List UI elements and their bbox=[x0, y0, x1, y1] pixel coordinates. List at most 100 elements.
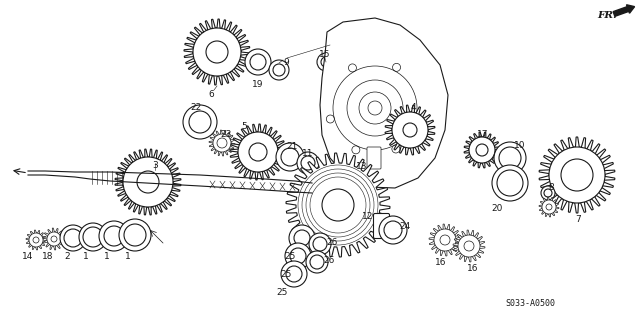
Text: 20: 20 bbox=[492, 204, 502, 213]
Circle shape bbox=[290, 248, 306, 264]
Circle shape bbox=[238, 132, 278, 172]
Circle shape bbox=[301, 156, 315, 170]
Text: 17: 17 bbox=[477, 130, 489, 139]
Circle shape bbox=[217, 138, 227, 148]
Circle shape bbox=[541, 186, 555, 200]
Text: FR.: FR. bbox=[597, 11, 616, 19]
Text: 16: 16 bbox=[435, 258, 447, 267]
Text: 3: 3 bbox=[152, 161, 158, 170]
Circle shape bbox=[469, 137, 495, 163]
Circle shape bbox=[47, 232, 61, 246]
Text: 9: 9 bbox=[283, 58, 289, 67]
Circle shape bbox=[297, 152, 319, 174]
Text: 19: 19 bbox=[252, 80, 264, 89]
Circle shape bbox=[79, 223, 107, 251]
Circle shape bbox=[476, 144, 488, 156]
Text: 21: 21 bbox=[286, 142, 298, 151]
Circle shape bbox=[464, 241, 474, 251]
Text: 18: 18 bbox=[42, 252, 54, 261]
Circle shape bbox=[33, 237, 39, 243]
Circle shape bbox=[403, 123, 417, 137]
Circle shape bbox=[29, 233, 43, 247]
Text: 5: 5 bbox=[241, 122, 247, 131]
FancyBboxPatch shape bbox=[367, 147, 381, 169]
Polygon shape bbox=[286, 153, 390, 257]
Text: 12: 12 bbox=[362, 212, 374, 221]
Circle shape bbox=[440, 235, 450, 245]
Circle shape bbox=[193, 28, 241, 76]
Polygon shape bbox=[429, 224, 461, 256]
Circle shape bbox=[322, 189, 354, 221]
Polygon shape bbox=[230, 124, 286, 180]
Polygon shape bbox=[453, 230, 485, 262]
Circle shape bbox=[124, 224, 146, 246]
Text: 4: 4 bbox=[410, 103, 416, 112]
Circle shape bbox=[83, 227, 103, 247]
Circle shape bbox=[213, 134, 231, 152]
Circle shape bbox=[434, 229, 456, 251]
Circle shape bbox=[542, 200, 556, 214]
Circle shape bbox=[51, 236, 57, 242]
Text: 25: 25 bbox=[280, 270, 292, 279]
Circle shape bbox=[544, 189, 552, 197]
Circle shape bbox=[546, 204, 552, 210]
Circle shape bbox=[285, 243, 311, 269]
Polygon shape bbox=[539, 197, 559, 217]
Circle shape bbox=[458, 235, 480, 257]
Circle shape bbox=[183, 105, 217, 139]
Circle shape bbox=[189, 111, 211, 133]
Text: 25: 25 bbox=[276, 288, 288, 297]
Circle shape bbox=[289, 225, 315, 251]
Polygon shape bbox=[385, 105, 435, 155]
Text: 1: 1 bbox=[83, 252, 89, 261]
Circle shape bbox=[137, 171, 159, 193]
Circle shape bbox=[250, 54, 266, 70]
Circle shape bbox=[60, 225, 86, 251]
Text: 24: 24 bbox=[399, 222, 411, 231]
Circle shape bbox=[306, 251, 328, 273]
Text: 26: 26 bbox=[326, 238, 338, 247]
FancyBboxPatch shape bbox=[374, 213, 390, 239]
Text: 14: 14 bbox=[22, 252, 34, 261]
Text: 10: 10 bbox=[515, 141, 525, 150]
Text: 1: 1 bbox=[104, 252, 110, 261]
Text: 1: 1 bbox=[125, 252, 131, 261]
Circle shape bbox=[321, 57, 331, 67]
Circle shape bbox=[269, 60, 289, 80]
Polygon shape bbox=[26, 230, 46, 250]
Circle shape bbox=[281, 261, 307, 287]
Circle shape bbox=[104, 226, 124, 246]
Text: 16: 16 bbox=[467, 264, 479, 273]
Text: 15: 15 bbox=[319, 50, 331, 59]
Circle shape bbox=[245, 49, 271, 75]
Text: 26: 26 bbox=[323, 256, 335, 265]
Circle shape bbox=[294, 230, 310, 246]
Circle shape bbox=[494, 142, 526, 174]
Circle shape bbox=[313, 237, 327, 251]
Text: 23: 23 bbox=[220, 130, 232, 139]
Text: 22: 22 bbox=[190, 103, 202, 112]
Text: S033-A0500: S033-A0500 bbox=[505, 299, 555, 308]
Circle shape bbox=[561, 159, 593, 191]
Circle shape bbox=[392, 112, 428, 148]
Circle shape bbox=[379, 216, 407, 244]
Text: 6: 6 bbox=[208, 90, 214, 99]
Circle shape bbox=[317, 53, 335, 71]
Circle shape bbox=[549, 147, 605, 203]
Circle shape bbox=[492, 165, 528, 201]
Circle shape bbox=[123, 157, 173, 207]
Circle shape bbox=[99, 221, 129, 251]
Circle shape bbox=[499, 147, 521, 169]
Circle shape bbox=[206, 41, 228, 63]
Circle shape bbox=[309, 233, 331, 255]
Circle shape bbox=[119, 219, 151, 251]
Polygon shape bbox=[43, 228, 65, 250]
Polygon shape bbox=[320, 18, 448, 188]
Polygon shape bbox=[209, 130, 235, 156]
Text: 8: 8 bbox=[548, 183, 554, 192]
Text: 13: 13 bbox=[356, 162, 368, 171]
Polygon shape bbox=[539, 137, 615, 213]
Text: 11: 11 bbox=[302, 149, 314, 158]
Circle shape bbox=[310, 255, 324, 269]
Text: 2: 2 bbox=[64, 252, 70, 261]
